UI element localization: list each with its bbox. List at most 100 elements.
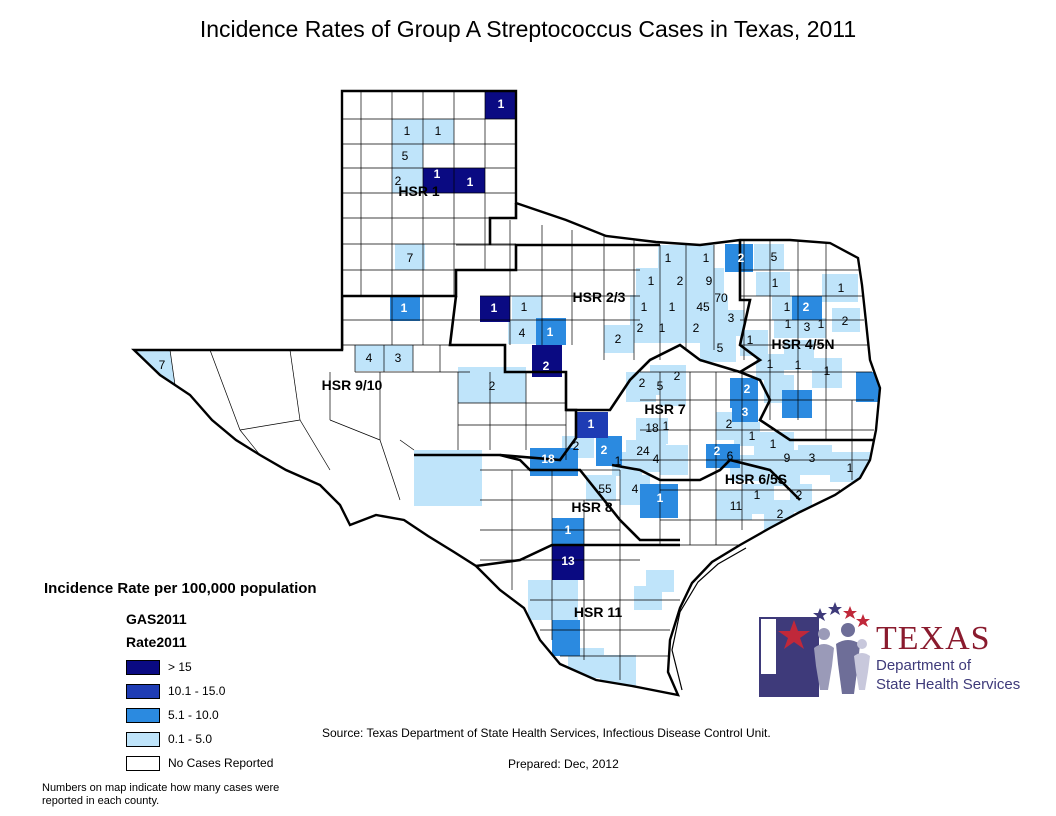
dshs-logo-graphic xyxy=(759,602,870,697)
county-case-count: 2 xyxy=(639,376,646,390)
county-case-count: 1 xyxy=(659,321,666,335)
region-label: HSR 11 xyxy=(574,604,622,620)
county-case-count: 1 xyxy=(784,300,791,314)
county-case-count: 2 xyxy=(744,382,751,396)
county-case-count: 7 xyxy=(159,358,166,372)
rate-class-10.1-15.0-counties xyxy=(576,412,608,438)
county-case-count: 2 xyxy=(543,359,550,373)
region-label: HSR 6/5S xyxy=(725,471,787,487)
county-case-count: 2 xyxy=(674,369,681,383)
county-case-count: 2 xyxy=(714,444,721,458)
county-case-count: 13 xyxy=(561,554,575,568)
county-case-count: 2 xyxy=(637,321,644,335)
county-case-count: 2 xyxy=(693,321,700,335)
county-case-count: 1 xyxy=(665,251,672,265)
county-case-count: 9 xyxy=(706,274,713,288)
county-case-count: 2 xyxy=(738,251,745,265)
county-case-count: 24 xyxy=(636,444,650,458)
region-label: HSR 1 xyxy=(398,183,439,199)
county-case-count: 1 xyxy=(795,358,802,372)
legend-label: 10.1 - 15.0 xyxy=(168,684,226,698)
county-case-count: 1 xyxy=(785,317,792,331)
county-case-count: 1 xyxy=(467,175,474,189)
legend-label: 0.1 - 5.0 xyxy=(168,732,213,746)
county-case-count: 1 xyxy=(565,523,572,537)
region-label: HSR 8 xyxy=(571,499,612,515)
county-case-count: 3 xyxy=(728,311,735,325)
county-case-count: 4 xyxy=(519,326,526,340)
rate-class-5.1-10.0-counties xyxy=(390,244,880,656)
legend-swatch xyxy=(126,756,160,771)
county-case-count: 18 xyxy=(645,421,659,435)
county-case-count: 1 xyxy=(754,488,761,502)
county-case-count: 5 xyxy=(771,250,778,264)
legend-field-name: Rate2011 xyxy=(126,634,187,650)
county-case-count: 1 xyxy=(770,437,777,451)
region-label: HSR 4/5N xyxy=(771,336,834,352)
county-case-count: 2 xyxy=(489,379,496,393)
barrier-islands xyxy=(671,547,747,691)
legend-label: 5.1 - 10.0 xyxy=(168,708,219,722)
county-case-count: 1 xyxy=(434,167,441,181)
logo-department-line2: State Health Services xyxy=(876,676,1021,693)
legend-swatch xyxy=(126,660,160,675)
county-case-count: 6 xyxy=(727,449,734,463)
texas-state-outline xyxy=(131,89,882,697)
logo-department-line1: Department of xyxy=(876,657,972,674)
county-case-count: 2 xyxy=(615,332,622,346)
hsr-boundaries xyxy=(340,203,874,568)
region-label: HSR 2/3 xyxy=(573,289,626,305)
county-case-count: 9 xyxy=(784,451,791,465)
county-case-count: 2 xyxy=(601,443,608,457)
county-case-count: 3 xyxy=(395,351,402,365)
county-case-count: 2 xyxy=(573,439,580,453)
logo-texas-text: TEXAS xyxy=(876,620,991,657)
county-case-count: 2 xyxy=(777,507,784,521)
county-case-count: 1 xyxy=(747,333,754,347)
county-case-count: 1 xyxy=(824,364,831,378)
county-case-count: 1 xyxy=(588,417,595,431)
dshs-logo: TEXAS Department of State Health Service… xyxy=(758,600,1038,700)
county-case-count: 3 xyxy=(804,320,811,334)
county-case-count: 1 xyxy=(547,325,554,339)
source-credit: Source: Texas Department of State Health… xyxy=(322,726,771,740)
county-case-count: 1 xyxy=(498,97,505,111)
legend-title: Incidence Rate per 100,000 population xyxy=(44,580,317,597)
map-note: Numbers on map indicate how many cases w… xyxy=(42,782,280,807)
legend-label: No Cases Reported xyxy=(168,756,274,770)
county-case-count: 2 xyxy=(842,314,849,328)
legend-layer-name: GAS2011 xyxy=(126,611,187,627)
county-case-count: 2 xyxy=(803,300,810,314)
county-case-count: 1 xyxy=(703,251,710,265)
county-case-count: 4 xyxy=(366,351,373,365)
legend-label: > 15 xyxy=(168,660,192,674)
county-case-count: 2 xyxy=(395,174,402,188)
county-case-count: 5 xyxy=(717,341,724,355)
county-case-count: 45 xyxy=(696,300,710,314)
county-case-count: 3 xyxy=(742,405,749,419)
county-case-count: 1 xyxy=(615,454,622,468)
county-case-count: 1 xyxy=(435,124,442,138)
county-boundaries xyxy=(169,91,874,680)
county-case-count: 1 xyxy=(657,491,664,505)
county-case-count: 2 xyxy=(796,488,803,502)
county-case-count: 1 xyxy=(663,419,670,433)
county-case-count: 1 xyxy=(641,300,648,314)
county-case-count: 7 xyxy=(407,251,414,265)
county-case-count: 2 xyxy=(726,417,733,431)
county-case-count: 1 xyxy=(838,281,845,295)
county-case-count: 1 xyxy=(669,300,676,314)
county-case-count: 1 xyxy=(521,300,528,314)
county-case-count: 55 xyxy=(598,482,612,496)
county-case-count: 2 xyxy=(677,274,684,288)
county-case-count: 4 xyxy=(653,452,660,466)
region-labels: HSR 1 HSR 2/3 HSR 4/5N HSR 9/10 HSR 7 HS… xyxy=(322,183,835,620)
county-case-count: 70 xyxy=(714,291,728,305)
county-case-count: 1 xyxy=(772,276,779,290)
county-case-count: 4 xyxy=(632,482,639,496)
county-case-count: 1 xyxy=(818,317,825,331)
county-case-count: 5 xyxy=(402,149,409,163)
legend-swatch xyxy=(126,708,160,723)
